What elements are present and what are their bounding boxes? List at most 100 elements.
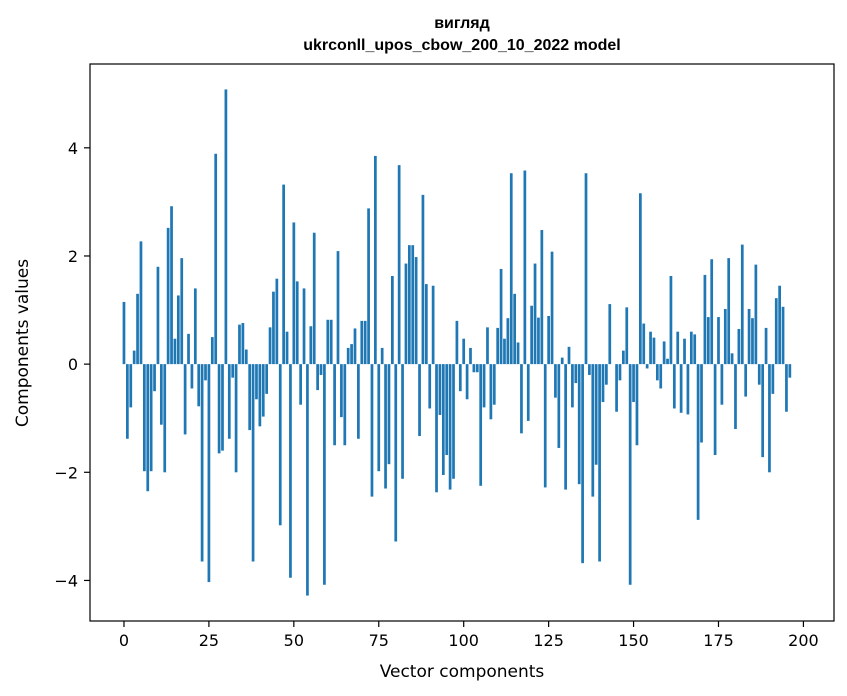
bar — [720, 364, 724, 405]
bar — [329, 319, 333, 365]
bar — [543, 364, 547, 488]
bar — [126, 364, 129, 439]
bar — [713, 364, 717, 455]
bar — [221, 364, 224, 451]
bar — [693, 334, 697, 365]
bar — [401, 364, 404, 479]
bar — [761, 364, 765, 458]
bar — [176, 295, 180, 365]
bar — [686, 364, 690, 415]
bar — [469, 347, 472, 365]
bar — [374, 155, 377, 365]
bar — [231, 364, 235, 378]
y-tick-label: −4 — [54, 571, 78, 590]
bar — [207, 364, 211, 583]
bar — [723, 308, 727, 365]
bar — [737, 328, 741, 365]
bar — [652, 337, 656, 365]
bar — [632, 364, 635, 402]
bar — [584, 173, 588, 365]
bar — [577, 364, 581, 485]
bar — [448, 364, 452, 490]
bar — [394, 364, 398, 542]
bar — [489, 364, 493, 420]
bar — [727, 258, 731, 365]
bar — [788, 364, 792, 378]
x-tick-label: 150 — [618, 631, 649, 650]
bar — [771, 364, 775, 394]
bar — [537, 317, 540, 365]
bar — [248, 364, 252, 431]
bar — [163, 364, 167, 473]
bar — [526, 364, 530, 421]
bar — [605, 364, 608, 385]
bar — [424, 284, 428, 365]
bar — [516, 342, 520, 365]
bar — [387, 364, 391, 465]
bar — [778, 285, 781, 365]
bar — [217, 364, 221, 454]
bar — [669, 275, 673, 365]
bar — [323, 364, 326, 585]
bar — [768, 364, 771, 473]
bar — [757, 364, 761, 385]
x-tick-label: 50 — [284, 631, 304, 650]
bar — [435, 364, 438, 493]
y-axis-label: Components values — [13, 259, 33, 427]
bar — [509, 173, 513, 365]
bar — [255, 364, 258, 400]
bar — [153, 364, 156, 392]
bar — [200, 364, 204, 562]
bar — [730, 353, 734, 365]
bar — [129, 364, 133, 408]
bar — [146, 364, 150, 492]
bar — [734, 364, 737, 430]
bar — [598, 364, 601, 562]
bar — [210, 337, 214, 365]
bar — [710, 259, 714, 365]
bar — [472, 364, 476, 373]
bar — [764, 327, 768, 365]
bar — [251, 364, 255, 562]
bar — [581, 364, 584, 564]
bar — [227, 364, 231, 439]
bar — [183, 364, 187, 435]
bar — [397, 165, 401, 365]
bar — [628, 364, 632, 585]
bar — [496, 327, 500, 365]
bar — [475, 364, 479, 373]
bar — [547, 316, 550, 365]
bar — [261, 364, 265, 417]
bar — [380, 347, 384, 365]
bar — [282, 184, 285, 365]
bar — [149, 364, 153, 472]
bar — [564, 364, 567, 490]
bar — [655, 364, 659, 381]
bar — [499, 268, 503, 365]
bar — [265, 364, 269, 394]
bar — [302, 288, 306, 365]
bar — [625, 307, 629, 365]
bar — [520, 364, 523, 434]
bar — [193, 288, 197, 365]
bar — [166, 227, 170, 365]
bar — [343, 364, 347, 446]
bar — [754, 264, 758, 365]
bar — [421, 194, 425, 365]
y-tick-label: −2 — [54, 463, 78, 482]
bar — [683, 338, 686, 365]
bar — [560, 357, 564, 365]
bar — [740, 244, 744, 365]
bar — [506, 318, 510, 365]
bar — [696, 364, 700, 520]
bar — [785, 364, 788, 412]
bar — [455, 320, 459, 365]
bar — [204, 364, 207, 381]
bar — [312, 232, 316, 365]
bar — [574, 364, 578, 384]
x-tick-label: 200 — [788, 631, 819, 650]
bar — [479, 364, 483, 486]
bar — [295, 281, 299, 365]
bar — [268, 327, 272, 365]
bar — [431, 285, 435, 365]
